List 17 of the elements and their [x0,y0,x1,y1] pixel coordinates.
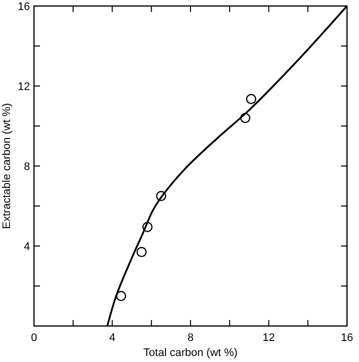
y-tick-label: 4 [24,240,30,253]
point [142,222,153,232]
y-tick-label: 12 [18,80,30,93]
point [136,246,147,258]
y-tick-label: 8 [24,160,30,173]
x-tick-label: 8 [187,332,194,344]
y-axis-title: Extractable carbon (wt %) [1,103,13,229]
point [116,290,126,302]
x-tick-label: 12 [262,332,275,344]
x-tick-label: 0 [30,332,38,344]
point [240,112,250,124]
x-axis-title: Total carbon (wt %) [143,347,238,359]
x-tick-label: 16 [340,332,354,344]
point [156,190,166,202]
point [246,94,256,104]
x-tick-label: 4 [109,332,116,344]
y-tick-label: 16 [18,0,30,13]
